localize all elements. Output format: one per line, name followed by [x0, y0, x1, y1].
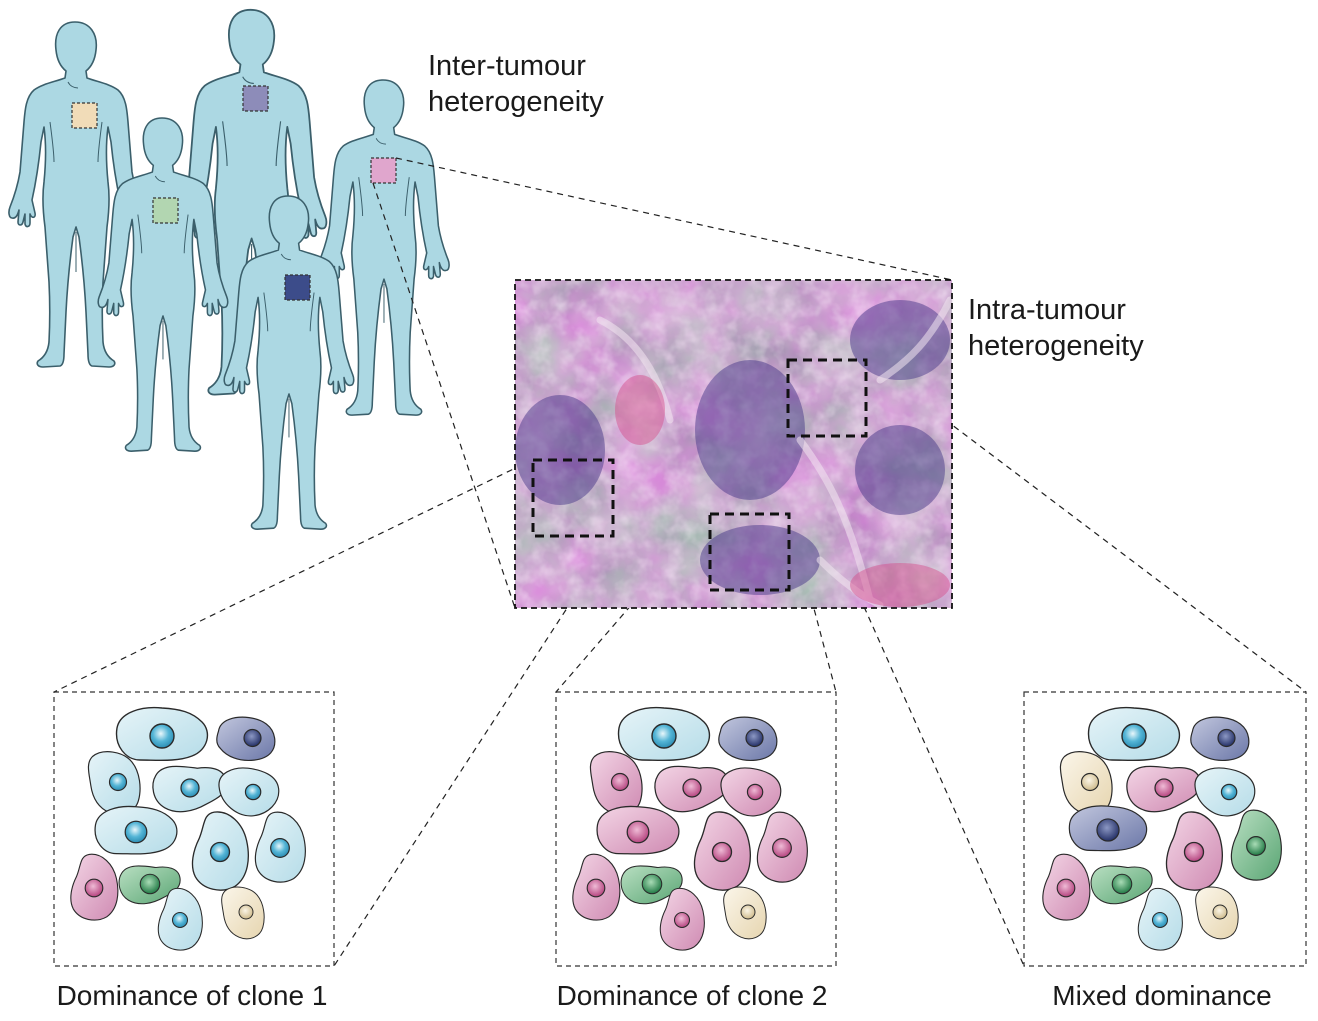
- panel-frame-2: [555, 691, 837, 967]
- inter-tumour-label-line-2: heterogeneity: [428, 86, 604, 118]
- cell: [620, 865, 683, 905]
- cell: [1190, 716, 1250, 762]
- cell: [157, 887, 203, 951]
- intra-tumour-label-line-2: heterogeneity: [968, 330, 1144, 362]
- cell: [152, 765, 227, 813]
- cell: [1230, 809, 1282, 881]
- cell: [1087, 706, 1181, 762]
- cell: [1068, 805, 1148, 852]
- sampled-region-3: [786, 358, 868, 438]
- sampled-region-2: [708, 512, 791, 592]
- cell: [718, 716, 778, 762]
- cell: [70, 853, 119, 921]
- cell: [1126, 765, 1201, 813]
- cell: [1194, 767, 1256, 817]
- intra-tumour-label: Intra-tumour heterogeneity: [968, 292, 1144, 364]
- cell: [1090, 865, 1153, 905]
- panel-3-caption: Mixed dominance: [1052, 980, 1272, 1011]
- cell: [191, 811, 249, 891]
- cell: [572, 853, 621, 921]
- cell: [254, 811, 306, 883]
- panel-2-cells: [572, 706, 808, 951]
- panel-frame-3: [1023, 691, 1307, 967]
- inter-tumour-label: Inter-tumour heterogeneity: [428, 48, 604, 120]
- cell: [87, 751, 141, 816]
- cell: [1195, 886, 1239, 940]
- patient-figures: [8, 8, 450, 531]
- tumour-mark: [370, 157, 397, 184]
- cell: [617, 706, 711, 762]
- sampled-regions: [531, 358, 868, 592]
- cell: [723, 886, 767, 940]
- cell: [216, 716, 276, 762]
- cell: [218, 767, 280, 817]
- tumour-mark: [284, 274, 311, 301]
- sampled-region-1: [531, 458, 615, 538]
- tumour-mark: [242, 85, 269, 112]
- cell: [115, 706, 209, 762]
- cell: [1042, 853, 1091, 921]
- cell: [221, 886, 265, 940]
- cell: [693, 811, 751, 891]
- panel-1-caption: Dominance of clone 1: [56, 980, 328, 1011]
- cell: [720, 767, 782, 817]
- cell: [1059, 751, 1113, 816]
- histology-image: [514, 279, 954, 609]
- cell: [1137, 887, 1183, 951]
- cell: [659, 887, 705, 951]
- cell: [94, 805, 178, 855]
- tumour-mark: [152, 197, 179, 224]
- panel-3-cells: [1042, 706, 1282, 951]
- cell: [118, 865, 181, 905]
- cell: [1165, 811, 1223, 891]
- cell: [596, 805, 680, 855]
- tumour-mark: [71, 102, 98, 129]
- cell: [654, 765, 729, 813]
- panel-1-cells: [70, 706, 306, 951]
- intra-tumour-label-line-1: Intra-tumour: [968, 294, 1126, 326]
- panel-frame-1: [53, 691, 335, 967]
- panel-frames: [53, 691, 1307, 967]
- cell: [589, 751, 643, 816]
- tumour-marks: [71, 85, 397, 301]
- inter-tumour-label-line-1: Inter-tumour: [428, 50, 586, 82]
- cell: [756, 811, 808, 883]
- panel-2-caption: Dominance of clone 2: [556, 980, 828, 1011]
